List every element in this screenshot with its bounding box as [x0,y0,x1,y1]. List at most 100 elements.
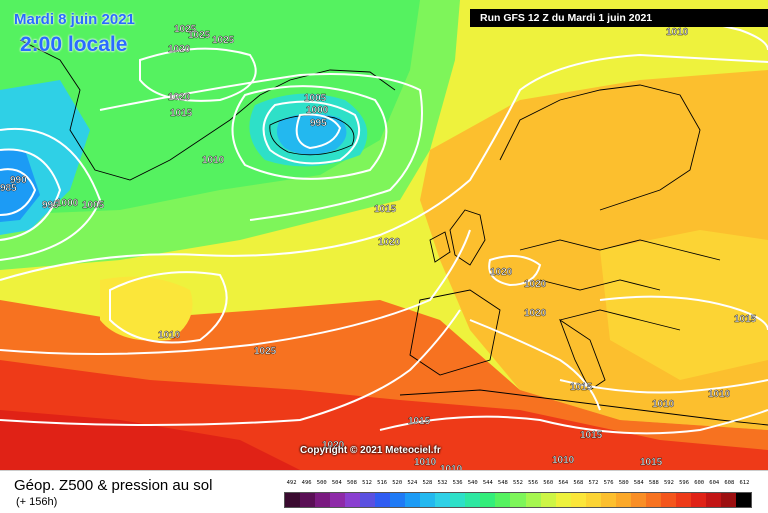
isobar-label: 1010 [552,455,575,466]
color-scale-label: 572 [588,480,599,486]
color-scale-label: 568 [573,480,584,486]
color-scale: 492 496 500 504 508 512 516 520 524 528 532 536 540 5… [284,480,752,508]
isobar-1025-band [0,229,471,355]
color-scale-label: 604 [709,480,720,486]
color-scale-label: 496 [301,480,312,486]
chart-title: Géop. Z500 & pression au sol [14,477,213,494]
isobar-1015-med [379,409,768,435]
isobar-label: 1015 [374,204,397,215]
isobar-label: 1020 [322,440,345,451]
isobar-label: 1020 [378,237,401,248]
ireland-coast [429,231,451,263]
isobar-low-west-1 [0,168,37,216]
color-scale-label: 580 [618,480,629,486]
isobar-low-west-3 [0,127,102,261]
color-scale-cell [660,493,676,507]
color-scale-cell [735,493,751,507]
isobar-label: 1005 [82,200,105,211]
color-scale-cell [435,493,451,507]
color-scale-cell [525,493,541,507]
color-scale-label: 504 [331,480,342,486]
british-isles-coast [449,209,486,266]
color-scale-label: 516 [377,480,388,486]
isobar-label: 1025 [212,35,235,46]
isobar-iceland-3 [231,85,388,180]
isobar-label: 1020 [524,279,547,290]
color-scale-cell [285,493,301,507]
color-scale-label: 532 [437,480,448,486]
greenland-coast [19,39,396,181]
isobars [0,9,768,435]
field-cyan-low-core [0,150,40,222]
isobar-label: 1010 [414,457,437,468]
color-scale-cell [375,493,391,507]
color-scale-cell [315,493,331,507]
color-scale-label: 608 [724,480,735,486]
color-scale-cell [720,493,736,507]
color-scale-label: 492 [286,480,297,486]
isobar-label: 1015 [170,108,193,119]
field-darkred-sw [0,410,300,470]
isobar-label: 1010 [666,27,689,38]
isobar-1015-italy [469,319,601,411]
color-scale-cell [705,493,721,507]
color-scale-cell [540,493,556,507]
isobar-1020-europe [488,255,542,287]
isobar-1010-sahara [559,379,768,394]
color-scale-label: 552 [513,480,523,486]
color-scale-label: 500 [316,480,327,486]
isobar-label: 1000 [306,105,329,116]
color-scale-label: 612 [739,480,750,486]
isobar-label: 1020 [490,267,513,278]
color-scale-cell [465,493,481,507]
color-scale-label: 600 [694,480,705,486]
color-scale-label: 592 [663,480,674,486]
color-scale-cell [570,493,586,507]
color-scale-label: 596 [679,480,690,486]
isobar-label: 1000 [56,198,79,209]
color-scale-cell [510,493,526,507]
north-africa-coast [399,389,768,426]
isobar-label: 1010 [652,399,675,410]
color-scale-cell [480,493,496,507]
isobar-label: 1025 [254,346,277,357]
color-scale-cell [630,493,646,507]
isobar-label: 1025 [174,24,197,35]
isobar-1015-north [99,73,423,221]
color-scale-cell [645,493,661,507]
color-scale-label: 528 [422,480,433,486]
color-scale-labels: 492 496 500 504 508 512 516 520 524 528 532 536 540 5… [284,480,752,490]
color-scale-cell [450,493,466,507]
isobar-greenland-high [139,47,257,102]
isobar-label: 1005 [304,93,327,104]
field-blue-iceland [276,113,347,155]
color-scale-cell [390,493,406,507]
isobar-label: 1015 [580,430,603,441]
model-run-banner: Run GFS 12 Z du Mardi 1 juin 2021 [470,9,768,27]
color-scale-label: 520 [392,480,403,486]
color-scale-cell [690,493,706,507]
isobar-1015-east [599,295,768,331]
isobar-label: 1010 [708,389,731,400]
isobar-label: 995 [310,118,327,129]
color-scale-label: 584 [633,480,644,486]
color-scale-cell [675,493,691,507]
color-scale-cell [405,493,421,507]
isobar-iceland-2 [262,100,360,165]
color-scale-label: 508 [346,480,357,486]
isobar-label: 1010 [440,464,463,470]
color-scale-label: 512 [362,480,372,486]
isobar-label: 1015 [734,314,757,325]
isobar-label: 1015 [640,457,663,468]
isobar-label: 1025 [188,30,211,41]
color-scale-label: 524 [407,480,418,486]
scandinavia-coast [499,84,701,211]
isobar-label: 1020 [168,92,191,103]
color-scale-label: 544 [482,480,493,486]
color-scale-cell [615,493,631,507]
continental-borders [519,239,721,331]
color-scale-cell [345,493,361,507]
forecast-local-time: 2:00 locale [20,33,128,56]
isobar-label: 1020 [524,308,547,319]
field-lightorange-east [600,230,768,380]
